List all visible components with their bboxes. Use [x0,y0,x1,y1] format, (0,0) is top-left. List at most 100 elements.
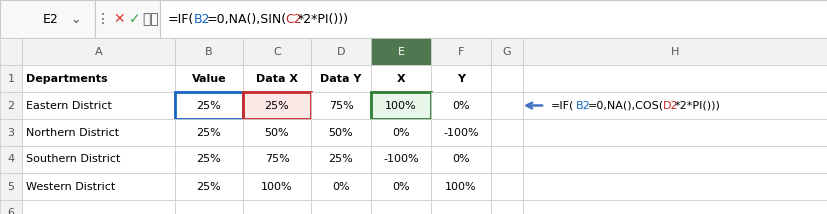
Text: B: B [205,46,213,56]
Bar [311,173,370,200]
Text: 0%: 0% [392,181,409,192]
Bar [242,119,311,146]
Bar [311,146,370,173]
Text: 25%: 25% [328,155,353,165]
Bar [0,173,22,200]
Text: Departments: Departments [26,73,108,83]
Text: 25%: 25% [196,155,221,165]
Bar [523,173,827,200]
Text: Northern District: Northern District [26,128,119,138]
Text: *2*PI())): *2*PI())) [298,12,348,25]
Bar [431,173,490,200]
Text: 𝑓𝑥: 𝑓𝑥 [142,12,159,26]
Text: Data X: Data X [256,73,298,83]
Bar [431,146,490,173]
Bar [0,38,22,65]
Bar [0,146,22,173]
Bar [0,92,22,119]
Text: C: C [273,46,280,56]
Bar [523,65,827,92]
Text: B2: B2 [194,12,210,25]
Text: =0,NA(),COS(: =0,NA(),COS( [587,101,663,110]
Text: 1: 1 [7,73,15,83]
Bar [0,200,22,214]
Bar [311,92,370,119]
Text: 50%: 50% [328,128,353,138]
Bar [431,119,490,146]
Bar [242,200,311,214]
Text: 5: 5 [7,181,15,192]
Text: E: E [397,46,404,56]
Bar [370,92,431,119]
Bar [490,200,523,214]
Bar [22,200,174,214]
Bar [490,92,523,119]
Bar [490,119,523,146]
Text: G: G [502,46,511,56]
Text: -100%: -100% [442,128,478,138]
Text: =IF(: =IF( [168,12,194,25]
Text: 2: 2 [7,101,15,110]
Text: F: F [457,46,464,56]
Text: Southern District: Southern District [26,155,120,165]
Text: -100%: -100% [383,155,418,165]
Bar [22,119,174,146]
Text: 100%: 100% [261,181,293,192]
Bar [22,173,174,200]
Text: 0%: 0% [452,101,469,110]
Text: H: H [671,46,679,56]
Text: 3: 3 [7,128,15,138]
Text: ⌄: ⌄ [70,12,81,25]
Bar [370,65,431,92]
Bar [490,173,523,200]
Text: D: D [337,46,345,56]
Text: ✕: ✕ [113,12,125,26]
Text: 0%: 0% [332,181,349,192]
Bar [0,0,95,38]
Bar [370,119,431,146]
Bar [431,65,490,92]
Text: E2: E2 [43,12,59,25]
Bar [523,92,827,119]
Bar [242,146,311,173]
Text: *2*PI())): *2*PI())) [674,101,720,110]
Text: X: X [396,73,405,83]
Text: 25%: 25% [196,128,221,138]
Text: ✓: ✓ [129,12,141,26]
Text: Western District: Western District [26,181,115,192]
Bar [242,38,311,65]
Bar [174,92,242,119]
Text: 100%: 100% [445,181,476,192]
Text: 6: 6 [7,208,15,214]
Bar [22,92,174,119]
Text: 4: 4 [7,155,15,165]
Bar [95,0,160,38]
Text: 0%: 0% [452,155,469,165]
Text: Y: Y [457,73,465,83]
Text: 50%: 50% [265,128,289,138]
Bar [174,65,242,92]
Text: A: A [94,46,103,56]
Bar [0,65,22,92]
Bar [311,119,370,146]
Bar [370,38,431,65]
Bar [523,119,827,146]
Bar [370,146,431,173]
Text: 25%: 25% [196,101,221,110]
Bar [523,38,827,65]
Bar [174,200,242,214]
Bar [242,65,311,92]
Text: =0,NA(),SIN(: =0,NA(),SIN( [207,12,287,25]
Text: 100%: 100% [385,101,416,110]
Bar [22,65,174,92]
Bar [431,92,490,119]
Bar [174,119,242,146]
Bar [431,38,490,65]
Bar [0,119,22,146]
Text: 25%: 25% [196,181,221,192]
Bar [370,173,431,200]
Bar [523,146,827,173]
Bar [490,146,523,173]
Text: 0%: 0% [392,128,409,138]
Text: B2: B2 [575,101,590,110]
